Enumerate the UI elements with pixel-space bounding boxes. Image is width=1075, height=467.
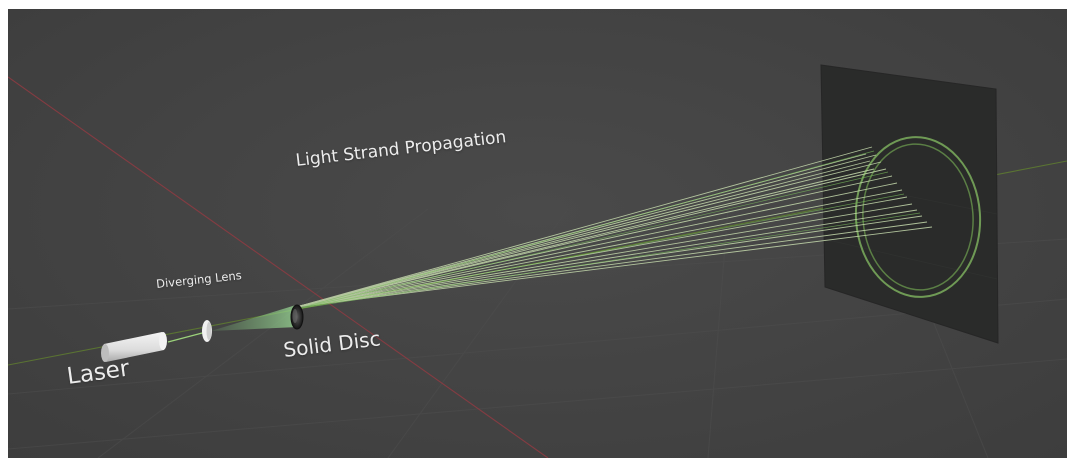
diverging-lens	[202, 320, 212, 342]
scene-canvas	[8, 64, 1067, 458]
diverging-beam-cone	[211, 305, 298, 331]
y-axis-line	[8, 76, 549, 458]
laser-beam	[167, 331, 207, 343]
3d-viewport[interactable]: Light Strand Propagation Diverging Lens …	[8, 9, 1067, 458]
ring-pattern	[854, 136, 982, 298]
solid-disc	[290, 304, 304, 330]
laser	[101, 332, 167, 362]
